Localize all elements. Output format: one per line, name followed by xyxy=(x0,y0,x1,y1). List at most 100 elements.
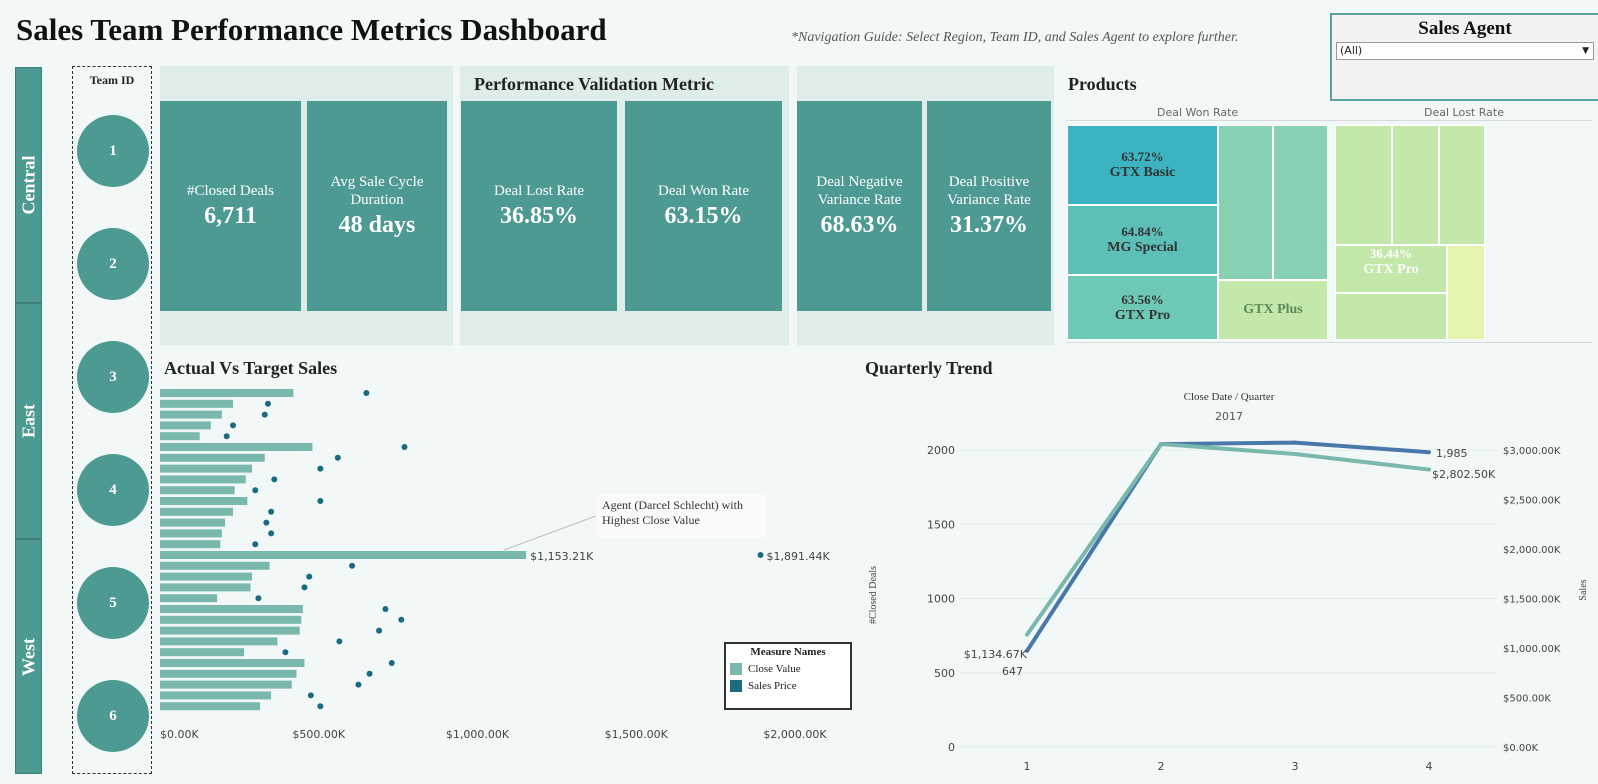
sales-price-point xyxy=(317,498,324,504)
treemap-tile[interactable] xyxy=(1447,245,1485,340)
team-button-5[interactable]: 5 xyxy=(77,567,149,639)
sales-price-point xyxy=(349,562,356,569)
close-value-bar xyxy=(160,518,226,527)
close-value-bar xyxy=(160,421,211,430)
sales-price-point xyxy=(376,627,383,634)
start-deals-label: 647 xyxy=(1002,665,1023,678)
tile-percent: 63.56% xyxy=(1121,291,1164,307)
team-button-4[interactable]: 4 xyxy=(77,454,149,526)
treemap-tile[interactable] xyxy=(1392,125,1439,245)
treemap-divider xyxy=(1066,120,1592,121)
team-button-1[interactable]: 1 xyxy=(77,115,149,187)
left-axis-tick: 0 xyxy=(948,741,955,754)
team-button-2[interactable]: 2 xyxy=(77,228,149,300)
kpi-deal-won-rate[interactable]: Deal Won Rate 63.15% xyxy=(625,101,782,311)
treemap-tile[interactable] xyxy=(1273,125,1328,280)
trend-year: 2017 xyxy=(1215,410,1243,423)
kpi-label: Deal Negative Variance Rate xyxy=(816,174,903,208)
left-axis-tick: 1500 xyxy=(927,518,955,531)
sales-price-point xyxy=(306,573,313,580)
sales-price-point xyxy=(282,649,289,656)
kpi-positive-variance[interactable]: Deal Positive Variance Rate 31.37% xyxy=(927,101,1051,311)
close-value-bar xyxy=(160,615,302,624)
quarterly-trend-title: Quarterly Trend xyxy=(865,358,993,378)
close-value-bar xyxy=(160,443,313,451)
treemap-tile[interactable] xyxy=(1335,125,1392,245)
treemap-tile-gtx-pro-lost[interactable]: 36.44% GTX Pro xyxy=(1335,245,1447,293)
actual-vs-target-title: Actual Vs Target Sales xyxy=(164,358,338,378)
max-sales-price-label: $1,891.44K xyxy=(767,550,831,563)
sales-price-point xyxy=(252,541,259,548)
kpi-avg-cycle[interactable]: Avg Sale Cycle Duration 48 days xyxy=(307,101,447,311)
tile-product-name: GTX Pro xyxy=(1114,307,1171,323)
end-deals-label: 1,985 xyxy=(1436,447,1468,460)
kpi-value: 31.37% xyxy=(950,212,1028,238)
treemap-tile-gtx-pro[interactable]: 63.56% GTX Pro xyxy=(1067,275,1218,340)
kpi-value: 36.85% xyxy=(500,203,578,229)
region-east[interactable]: East xyxy=(15,303,42,539)
legend-item-close-value[interactable]: Close Value xyxy=(730,663,850,675)
max-close-value-label: $1,153.21K xyxy=(530,550,594,563)
team-id-label: 4 xyxy=(109,481,117,498)
treemap-tile-gtx-plus[interactable]: GTX Plus xyxy=(1218,280,1328,340)
left-axis-tick: 2000 xyxy=(927,444,955,457)
legend-swatch xyxy=(730,680,742,692)
sales-price-point xyxy=(307,692,314,699)
treemap-tile-gtx-basic[interactable]: 63.72% GTX Basic xyxy=(1067,125,1218,205)
x-tick-label: $1,000.00K xyxy=(446,728,510,741)
close-value-bar xyxy=(160,648,245,657)
close-value-bar xyxy=(160,572,253,581)
team-id-label: 1 xyxy=(109,142,117,159)
close-value-bar xyxy=(160,389,294,397)
treemap-tile[interactable] xyxy=(1218,125,1273,280)
kpi-value: 6,711 xyxy=(204,203,257,229)
sales-point xyxy=(1427,467,1431,472)
treemap-tile-mg-special[interactable]: 64.84% MG Special xyxy=(1067,205,1218,275)
left-axis-tick: 1000 xyxy=(927,593,955,606)
close-value-bar xyxy=(160,432,200,441)
kpi-closed-deals[interactable]: #Closed Deals 6,711 xyxy=(160,101,301,311)
x-tick-label: $2,000.00K xyxy=(763,728,827,741)
x-tick-label: $500.00K xyxy=(292,728,345,741)
sales-price-point xyxy=(317,465,324,472)
chevron-down-icon[interactable]: ▼ xyxy=(1582,46,1589,56)
sales-point xyxy=(1159,442,1163,447)
treemap-tile[interactable] xyxy=(1439,125,1485,245)
treemap-tile[interactable] xyxy=(1335,293,1447,340)
team-button-3[interactable]: 3 xyxy=(77,341,149,413)
performance-validation-title: Performance Validation Metric xyxy=(474,74,714,94)
close-value-bar xyxy=(160,486,235,495)
region-west[interactable]: West xyxy=(15,539,42,774)
closed-deals-point xyxy=(1427,450,1431,455)
right-axis-label: Sales xyxy=(1578,579,1589,600)
sales-price-point xyxy=(336,638,343,645)
close-value-bar xyxy=(160,540,221,549)
region-central[interactable]: Central xyxy=(15,67,42,303)
start-sales-label: $1,134.67K xyxy=(964,648,1028,661)
sales-agent-dropdown[interactable]: (All) ▼ xyxy=(1336,42,1594,60)
close-value-bar xyxy=(160,453,265,462)
treemap-divider xyxy=(1066,342,1592,343)
kpi-value: 63.15% xyxy=(664,203,743,229)
close-value-bar xyxy=(160,702,261,711)
sales-line xyxy=(1025,441,1430,636)
legend-item-sales-price[interactable]: Sales Price xyxy=(730,680,850,692)
close-value-bar xyxy=(160,475,246,484)
kpi-negative-variance[interactable]: Deal Negative Variance Rate 68.63% xyxy=(797,101,922,311)
quarterly-trend-chart: Close Date / Quarter 2017 0 500 1000 1500 2000… xyxy=(868,391,1589,773)
close-value-bar xyxy=(160,551,527,559)
team-button-6[interactable]: 6 xyxy=(77,680,149,752)
right-axis-tick: $500.00K xyxy=(1503,694,1551,705)
sales-price-point xyxy=(317,703,324,710)
x-axis-tick: 2 xyxy=(1158,760,1165,773)
kpi-deal-lost-rate[interactable]: Deal Lost Rate 36.85% xyxy=(461,101,617,311)
right-axis-tick: $1,500.00K xyxy=(1503,595,1561,606)
sales-price-point xyxy=(268,508,275,515)
actual-vs-target-chart: $1,153.21K $1,891.44K $0.00K $500.00K $1,000… xyxy=(160,389,831,741)
tile-product-name: GTX Plus xyxy=(1243,302,1303,317)
kpi-label: Deal Lost Rate xyxy=(494,183,584,199)
team-id-label: 5 xyxy=(109,594,117,611)
close-value-bar xyxy=(160,464,253,473)
products-title: Products xyxy=(1068,74,1137,94)
